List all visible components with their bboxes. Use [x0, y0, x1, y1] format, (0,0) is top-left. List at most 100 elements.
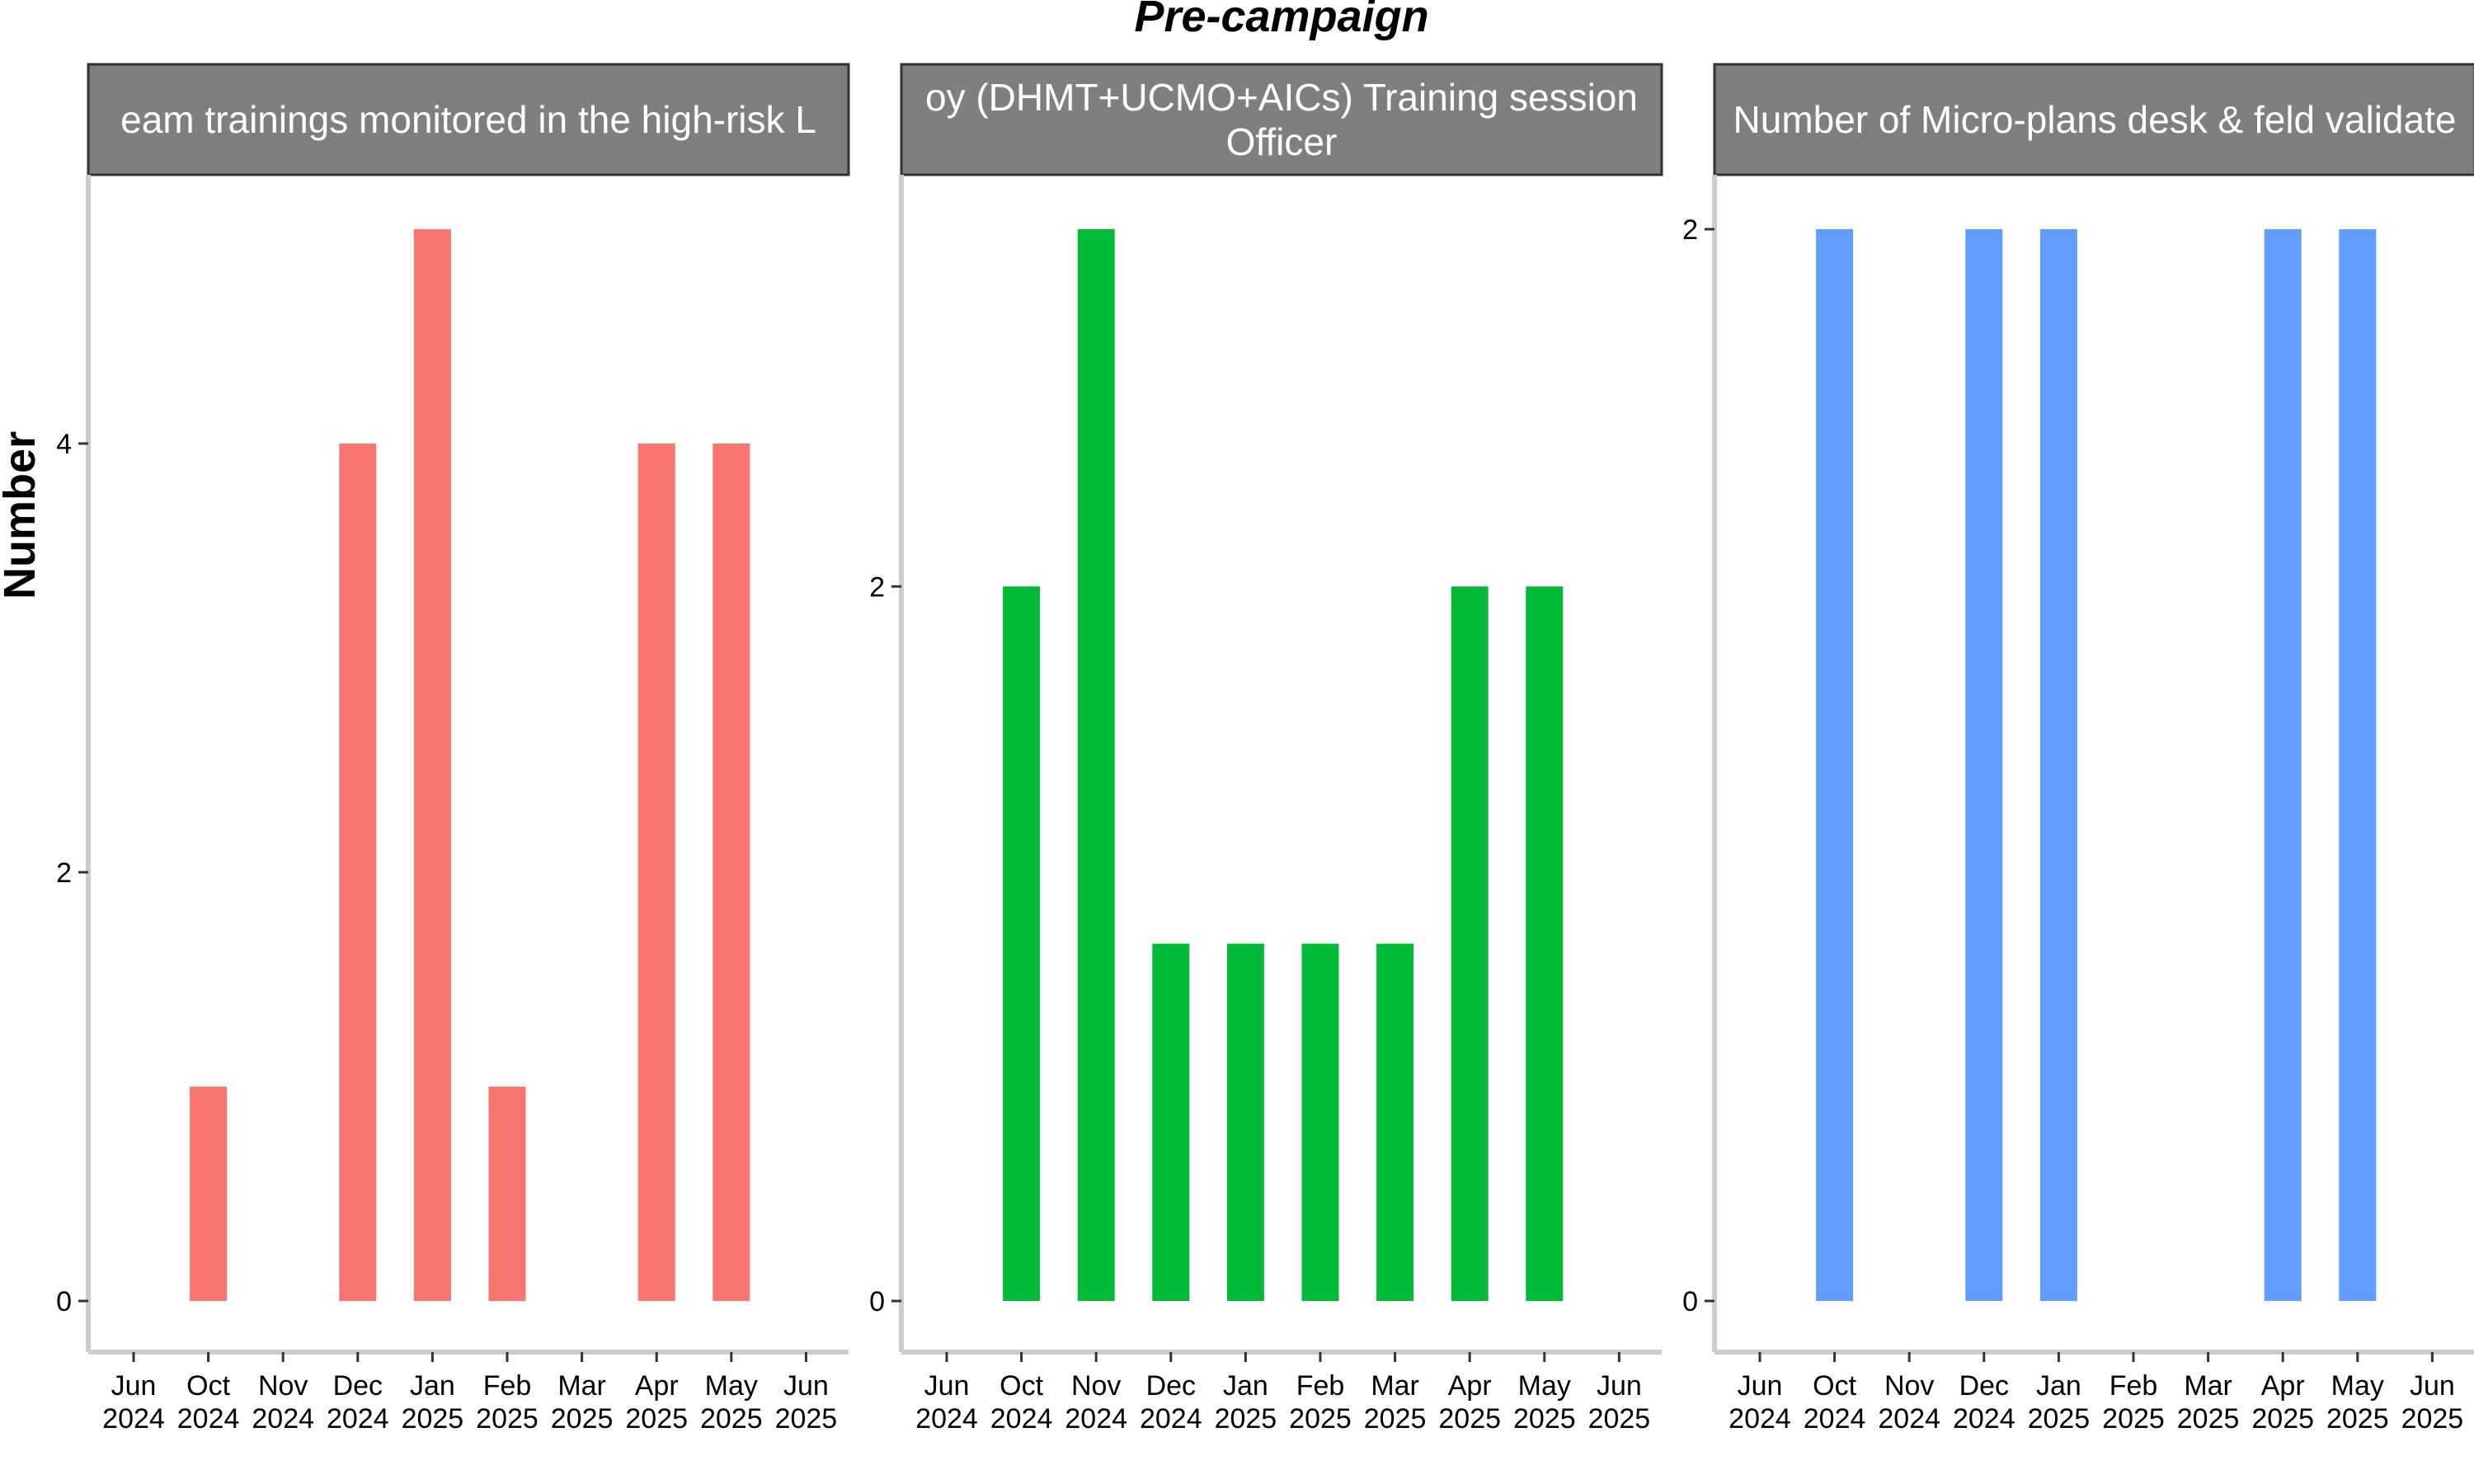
x-tick-month: Oct [186, 1370, 230, 1402]
bar [413, 229, 451, 1301]
x-tick-month: Mar [557, 1370, 606, 1402]
x-tick-year: 2025 [1513, 1403, 1576, 1435]
facet-title: eam trainings monitored in the high-risk… [120, 98, 816, 141]
chart-title: Pre-campaign [1134, 0, 1428, 41]
bar [488, 1087, 526, 1301]
x-tick-month: Apr [2261, 1370, 2305, 1402]
x-tick-year: 2024 [1065, 1403, 1127, 1435]
x-tick-year: 2024 [990, 1403, 1053, 1435]
x-tick-month: Dec [333, 1370, 383, 1402]
bar [1965, 229, 2003, 1301]
y-tick-label: 4 [56, 429, 72, 460]
x-tick-month: May [1518, 1370, 1571, 1402]
x-tick-year: 2025 [2401, 1403, 2464, 1435]
x-tick-month: Jan [410, 1370, 455, 1402]
x-tick-year: 2024 [327, 1403, 389, 1435]
bar [637, 444, 675, 1301]
bar [1526, 586, 1564, 1301]
x-tick-year: 2025 [2177, 1403, 2240, 1435]
x-tick-year: 2025 [1588, 1403, 1651, 1435]
y-axis-title: Number [0, 431, 45, 599]
x-tick-year: 2025 [1438, 1403, 1501, 1435]
x-tick-year: 2024 [177, 1403, 240, 1435]
x-tick-year: 2025 [1289, 1403, 1352, 1435]
x-tick-year: 2024 [1878, 1403, 1940, 1435]
x-tick-year: 2024 [1140, 1403, 1202, 1435]
x-tick-year: 2024 [252, 1403, 314, 1435]
x-tick-year: 2025 [2102, 1403, 2165, 1435]
x-tick-year: 2024 [1804, 1403, 1866, 1435]
facet-title: Officer [1226, 120, 1338, 163]
x-tick-year: 2025 [2251, 1403, 2314, 1435]
facet-panel: Number of Micro-plans desk & feld valida… [1682, 63, 2474, 1435]
facet-title: Number of Micro-plans desk & feld valida… [1733, 98, 2457, 141]
y-tick-label: 2 [56, 857, 72, 889]
x-tick-month: Feb [2109, 1370, 2158, 1402]
bar [1451, 586, 1489, 1301]
x-tick-month: Jun [111, 1370, 157, 1402]
facet-panel: eam trainings monitored in the high-risk… [56, 63, 850, 1435]
x-tick-month: Jan [1223, 1370, 1268, 1402]
facet-strip [900, 63, 1663, 176]
x-tick-month: Nov [1071, 1370, 1121, 1402]
x-tick-year: 2025 [476, 1403, 539, 1435]
x-tick-month: Jun [1738, 1370, 1783, 1402]
y-tick-label: 0 [1682, 1286, 1698, 1317]
bar [2339, 229, 2377, 1301]
x-tick-month: Oct [999, 1370, 1043, 1402]
facet-panels: eam trainings monitored in the high-risk… [56, 63, 2474, 1435]
x-tick-month: Feb [1296, 1370, 1345, 1402]
x-tick-year: 2025 [700, 1403, 763, 1435]
x-tick-month: Mar [1371, 1370, 1419, 1402]
x-tick-year: 2025 [775, 1403, 838, 1435]
x-tick-year: 2025 [625, 1403, 688, 1435]
bar [1003, 586, 1041, 1301]
x-tick-year: 2025 [1364, 1403, 1427, 1435]
x-tick-month: Feb [483, 1370, 532, 1402]
x-tick-month: Jun [1597, 1370, 1642, 1402]
bar [339, 444, 377, 1301]
x-tick-month: Nov [258, 1370, 308, 1402]
x-tick-year: 2025 [402, 1403, 464, 1435]
bar [2264, 229, 2302, 1301]
y-tick-label: 2 [1682, 214, 1698, 246]
x-tick-year: 2025 [2326, 1403, 2389, 1435]
bar [1152, 943, 1190, 1301]
x-tick-month: Oct [1813, 1370, 1856, 1402]
x-tick-month: Dec [1146, 1370, 1196, 1402]
x-tick-month: Dec [1959, 1370, 2009, 1402]
x-tick-month: Jun [924, 1370, 970, 1402]
bar [190, 1087, 228, 1301]
x-tick-month: Jun [2410, 1370, 2455, 1402]
x-tick-year: 2025 [551, 1403, 614, 1435]
bar [1376, 943, 1414, 1301]
x-tick-month: Nov [1884, 1370, 1934, 1402]
x-tick-month: Apr [635, 1370, 679, 1402]
x-tick-year: 2025 [2028, 1403, 2091, 1435]
x-tick-month: Mar [2184, 1370, 2232, 1402]
x-tick-month: May [2331, 1370, 2384, 1402]
x-tick-month: Apr [1448, 1370, 1492, 1402]
facet-title: oy (DHMT+UCMO+AICs) Training session [925, 76, 1638, 119]
x-tick-month: Jun [783, 1370, 829, 1402]
y-tick-label: 2 [869, 571, 885, 603]
x-tick-year: 2024 [102, 1403, 165, 1435]
bar [1301, 943, 1339, 1301]
facet-strip [1713, 63, 2474, 176]
bar [2039, 229, 2077, 1301]
x-tick-month: Jan [2036, 1370, 2081, 1402]
bar [1077, 229, 1115, 1301]
bar [1816, 229, 1854, 1301]
x-tick-year: 2025 [1215, 1403, 1277, 1435]
facet-panel: oy (DHMT+UCMO+AICs) Training sessionOffi… [869, 63, 1663, 1435]
bar [713, 444, 750, 1301]
x-tick-year: 2024 [915, 1403, 978, 1435]
y-tick-label: 0 [869, 1286, 885, 1317]
y-tick-label: 0 [56, 1286, 72, 1317]
bar [1226, 943, 1264, 1301]
x-tick-month: May [705, 1370, 758, 1402]
facet-strip [87, 63, 850, 176]
x-tick-year: 2024 [1953, 1403, 2015, 1435]
x-tick-year: 2024 [1729, 1403, 1791, 1435]
